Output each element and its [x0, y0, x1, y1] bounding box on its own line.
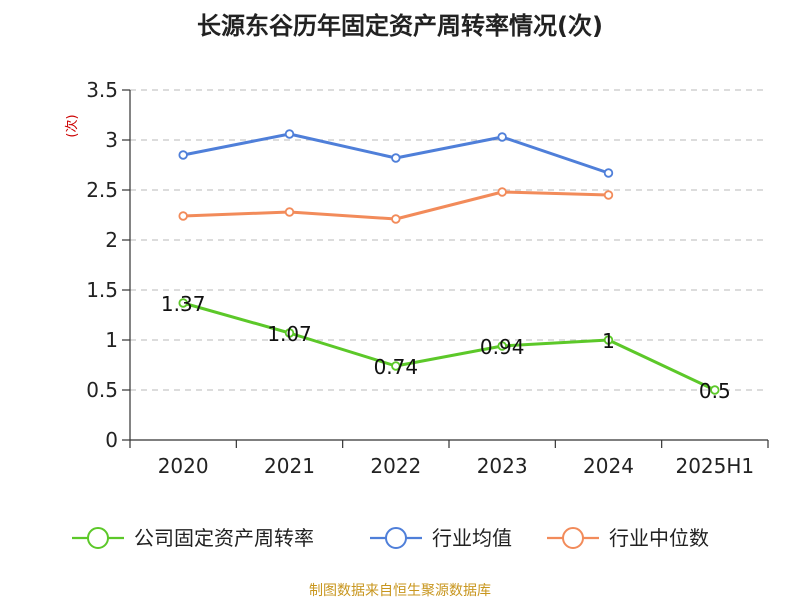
- x-tick-label: 2020: [158, 454, 209, 478]
- chart-title: 长源东谷历年固定资产周转率情况(次): [197, 12, 603, 40]
- data-point: [284, 328, 295, 338]
- data-point: [391, 153, 401, 163]
- data-point: [497, 132, 507, 142]
- source-note: 制图数据来自恒生聚源数据库: [309, 583, 491, 599]
- data-label: 0.5: [699, 379, 731, 403]
- data-label: 1.07: [267, 322, 312, 346]
- data-point: [603, 190, 614, 200]
- legend-label: 行业中位数: [609, 526, 709, 550]
- legend-marker: [385, 527, 407, 549]
- legend: 公司固定资产周转率 行业均值 行业中位数: [72, 526, 709, 550]
- y-tick-label: 0.5: [86, 378, 118, 402]
- axes: [129, 90, 769, 448]
- y-axis-label: (次): [64, 114, 80, 137]
- y-tick-label: 1: [105, 328, 118, 352]
- x-tick-label: 2025H1: [675, 454, 754, 478]
- data-point: [497, 187, 507, 197]
- legend-label: 行业均值: [432, 526, 512, 550]
- data-point: [710, 385, 720, 395]
- series-lines: [178, 129, 720, 395]
- data-point: [178, 298, 188, 308]
- data-label: 1.37: [161, 292, 206, 316]
- data-point: [178, 211, 188, 221]
- y-tick-label: 2: [105, 228, 118, 252]
- data-label: 1: [602, 329, 615, 353]
- y-tick-label: 0: [105, 428, 118, 452]
- series-line: [182, 301, 716, 392]
- data-point: [391, 361, 401, 371]
- y-tick-label: 2.5: [86, 178, 118, 202]
- x-tick-label: 2023: [477, 454, 528, 478]
- data-point: [603, 168, 614, 178]
- data-point: [284, 207, 295, 217]
- y-tick-label: 3: [105, 128, 118, 152]
- legend-marker: [87, 527, 109, 549]
- legend-marker: [562, 527, 584, 549]
- gridlines: [130, 89, 768, 391]
- data-label: 0.74: [374, 355, 419, 379]
- data-point: [284, 129, 295, 139]
- data-point: [497, 341, 507, 351]
- x-tick-label: 2021: [264, 454, 315, 478]
- x-tick-label: 2022: [370, 454, 421, 478]
- data-point: [391, 214, 401, 224]
- data-point: [178, 150, 188, 160]
- data-labels: 1.37 1.07 0.74 0.94 1 0.5: [161, 292, 731, 403]
- x-tick-label: 2024: [583, 454, 634, 478]
- data-point: [603, 335, 614, 345]
- x-axis-ticks: 2020 2021 2022 2023 2024 2025H1: [158, 454, 754, 478]
- y-axis-ticks: 0 0.5 1 1.5 2 2.5 3 3.5: [86, 78, 130, 452]
- y-tick-label: 3.5: [86, 78, 118, 102]
- y-tick-label: 1.5: [86, 278, 118, 302]
- data-label: 0.94: [480, 335, 525, 359]
- legend-label: 公司固定资产周转率: [134, 526, 314, 550]
